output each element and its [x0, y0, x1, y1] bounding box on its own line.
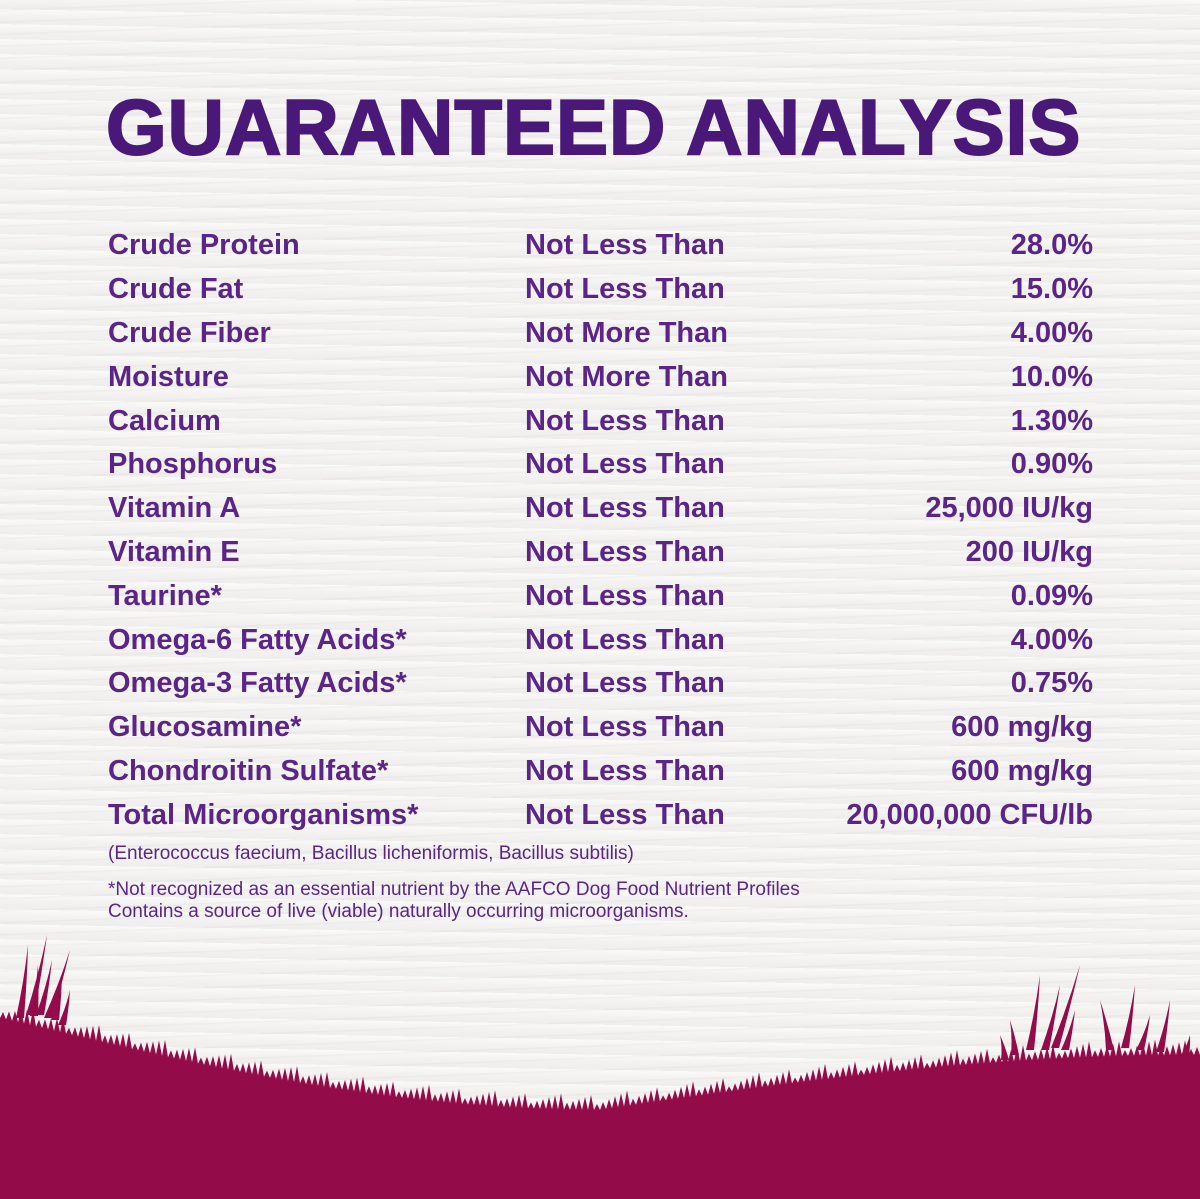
qualifier: Not Less Than — [525, 492, 725, 525]
qualifier: Not Less Than — [525, 623, 725, 656]
qualifier: Not More Than — [525, 316, 728, 349]
nutrient-name: Calcium — [108, 404, 221, 437]
table-row: Total Microorganisms* Not Less Than 20,000… — [108, 793, 1093, 837]
microorganisms-note: (Enterococcus faecium, Bacillus lichenif… — [108, 843, 634, 864]
grass-blade — [1000, 1035, 1009, 1060]
table-row: Omega-3 Fatty Acids* Not Less Than 0.75% — [108, 662, 1093, 706]
nutrient-name: Crude Protein — [108, 229, 300, 262]
nutrient-name: Total Microorganisms* — [108, 798, 419, 831]
table-row: Crude Protein Not Less Than 28.0% — [108, 224, 1093, 268]
qualifier: Not Less Than — [525, 273, 725, 306]
nutrient-value: 0.90% — [1010, 448, 1093, 481]
grass-blade — [1181, 1035, 1191, 1055]
nutrient-value: 200 IU/kg — [965, 535, 1093, 568]
nutrient-value: 1.30% — [1010, 404, 1093, 437]
table-row: Taurine* Not Less Than 0.09% — [108, 574, 1093, 618]
grass-blade — [1010, 1020, 1019, 1055]
grass-blade — [16, 945, 28, 1018]
nutrient-value: 20,000,000 CFU/lb — [846, 798, 1093, 831]
table-row: Vitamin E Not Less Than 200 IU/kg — [108, 531, 1093, 575]
nutrient-name: Glucosamine* — [108, 711, 302, 744]
qualifier: Not Less Than — [525, 754, 725, 787]
nutrient-value: 4.00% — [1010, 316, 1093, 349]
nutrient-name: Taurine* — [108, 579, 222, 612]
nutrient-value: 0.75% — [1010, 667, 1093, 700]
nutrient-value: 600 mg/kg — [951, 711, 1093, 744]
qualifier: Not Less Than — [525, 404, 725, 437]
footnote-live-microorganisms: Contains a source of live (viable) natur… — [108, 901, 689, 922]
nutrient-value: 28.0% — [1010, 229, 1093, 262]
table-row: Glucosamine* Not Less Than 600 mg/kg — [108, 706, 1093, 750]
nutrient-name: Crude Fiber — [108, 316, 271, 349]
nutrient-name: Omega-6 Fatty Acids* — [108, 623, 407, 656]
grass-blade — [1156, 1000, 1170, 1052]
grass-blade — [51, 975, 62, 1020]
nutrient-name: Crude Fat — [108, 273, 244, 306]
qualifier: Not Less Than — [525, 229, 725, 262]
nutrient-value: 600 mg/kg — [951, 754, 1093, 787]
qualifier: Not Less Than — [525, 535, 725, 568]
grass-blade — [58, 990, 70, 1025]
qualifier: Not Less Than — [525, 448, 725, 481]
nutrient-name: Chondroitin Sulfate* — [108, 754, 389, 787]
qualifier: Not Less Than — [525, 579, 725, 612]
qualifier: Not Less Than — [525, 798, 725, 831]
table-row: Chondroitin Sulfate* Not Less Than 600 mg/… — [108, 750, 1093, 794]
nutrient-name: Vitamin E — [108, 535, 240, 568]
nutrient-value: 4.00% — [1010, 623, 1093, 656]
grass-blade — [1100, 1000, 1114, 1050]
grass-blade — [1061, 1010, 1075, 1050]
table-row: Phosphorus Not Less Than 0.90% — [108, 443, 1093, 487]
nutrient-value: 10.0% — [1010, 360, 1093, 393]
nutrient-name: Omega-3 Fatty Acids* — [108, 667, 407, 700]
nutrient-value: 15.0% — [1010, 273, 1093, 306]
table-row: Crude Fat Not Less Than 15.0% — [108, 268, 1093, 312]
qualifier: Not Less Than — [525, 711, 725, 744]
page-title: GUARANTEED ANALYSIS — [105, 82, 1082, 172]
table-row: Vitamin A Not Less Than 25,000 IU/kg — [108, 487, 1093, 531]
grass-blade — [1026, 975, 1040, 1050]
nutrient-value: 25,000 IU/kg — [925, 492, 1093, 525]
qualifier: Not More Than — [525, 360, 728, 393]
nutrient-name: Vitamin A — [108, 492, 241, 525]
grass-blade — [30, 965, 39, 1016]
table-row: Moisture Not More Than 10.0% — [108, 355, 1093, 399]
footnote-aafco: *Not recognized as an essential nutrient… — [108, 879, 800, 900]
grass-blade — [1136, 1015, 1150, 1050]
nutrient-value: 0.09% — [1010, 579, 1093, 612]
nutrient-name: Moisture — [108, 360, 229, 393]
table-row: Calcium Not Less Than 1.30% — [108, 399, 1093, 443]
table-row: Crude Fiber Not More Than 4.00% — [108, 312, 1093, 356]
grass-blade — [1041, 985, 1060, 1050]
table-row: Omega-6 Fatty Acids* Not Less Than 4.00% — [108, 618, 1093, 662]
qualifier: Not Less Than — [525, 667, 725, 700]
grass-blade — [36, 960, 52, 1015]
grass-blade — [1121, 985, 1135, 1048]
nutrient-name: Phosphorus — [108, 448, 278, 481]
analysis-table: Crude Protein Not Less Than 28.0% Crude Fat… — [108, 224, 1093, 837]
